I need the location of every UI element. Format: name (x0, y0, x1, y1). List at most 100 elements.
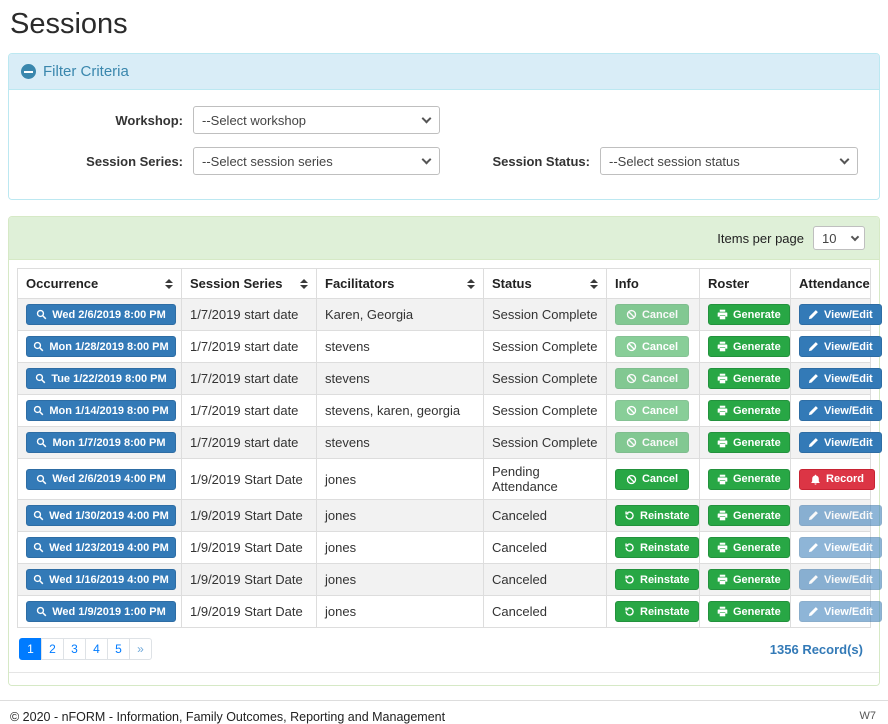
workshop-label: Workshop: (115, 112, 183, 128)
view-edit-button[interactable]: View/Edit (799, 432, 882, 453)
pagination-page-2[interactable]: 2 (41, 638, 64, 660)
search-icon (36, 437, 47, 448)
column-header-session-series[interactable]: Session Series (181, 268, 317, 299)
occurrence-button[interactable]: Wed 1/23/2019 4:00 PM (26, 537, 176, 558)
column-header-occurrence[interactable]: Occurrence (17, 268, 182, 299)
button-label: Cancel (641, 404, 679, 417)
button-label: Generate (733, 404, 781, 417)
facilitators-cell: Karen, Georgia (325, 307, 414, 322)
button-label: Mon 1/28/2019 8:00 PM (49, 340, 169, 353)
undo-icon (624, 542, 635, 553)
cancel-button: Cancel (615, 304, 689, 325)
session-row: Wed 2/6/2019 8:00 PM 1/7/2019 start date K… (17, 298, 882, 331)
view-edit-button[interactable]: View/Edit (799, 368, 882, 389)
pagination-page-1[interactable]: 1 (19, 638, 42, 660)
sort-icon[interactable] (165, 278, 173, 289)
generate-roster-button[interactable]: Generate (708, 569, 790, 590)
session-series-select[interactable]: --Select session series (193, 147, 440, 175)
generate-roster-button[interactable]: Generate (708, 537, 790, 558)
generate-roster-button[interactable]: Generate (708, 505, 790, 526)
pagination-page-4[interactable]: 4 (85, 638, 108, 660)
view-edit-button[interactable]: View/Edit (799, 336, 882, 357)
column-header-attendance: Attendance (790, 268, 871, 299)
printer-icon (717, 309, 728, 320)
pagination-page-3[interactable]: 3 (63, 638, 86, 660)
button-label: Cancel (641, 473, 679, 485)
sort-icon[interactable] (467, 278, 475, 289)
occurrence-button[interactable]: Mon 1/14/2019 8:00 PM (26, 400, 176, 421)
occurrence-button[interactable]: Mon 1/28/2019 8:00 PM (26, 336, 176, 357)
session-series-label: Session Series: (86, 153, 183, 169)
pagination-page-5[interactable]: 5 (107, 638, 130, 660)
button-label: Reinstate (640, 541, 690, 554)
generate-roster-button[interactable]: Generate (708, 468, 790, 490)
printer-icon (717, 437, 728, 448)
button-label: Wed 2/6/2019 4:00 PM (52, 473, 166, 485)
button-label: Generate (733, 372, 781, 385)
filter-criteria-title: Filter Criteria (43, 63, 129, 80)
printer-icon (717, 606, 728, 617)
session-status-select[interactable]: --Select session status (600, 147, 858, 175)
search-icon (33, 341, 44, 352)
ban-icon (626, 437, 637, 448)
status-cell: Pending Attendance (492, 464, 558, 494)
generate-roster-button[interactable]: Generate (708, 304, 790, 325)
undo-icon (624, 606, 635, 617)
workshop-select[interactable]: --Select workshop (193, 106, 440, 134)
ban-icon (626, 341, 637, 352)
generate-roster-button[interactable]: Generate (708, 368, 790, 389)
facilitators-cell: stevens (325, 371, 370, 386)
reinstate-button[interactable]: Reinstate (615, 505, 699, 526)
occurrence-button[interactable]: Wed 2/6/2019 4:00 PM (26, 468, 176, 490)
items-per-page-select[interactable]: 10 (813, 226, 865, 250)
cancel-button[interactable]: Cancel (615, 468, 689, 490)
record-button[interactable]: Record (799, 468, 875, 490)
cancel-button: Cancel (615, 432, 689, 453)
bell-icon (810, 474, 821, 485)
occurrence-button[interactable]: Wed 1/9/2019 1:00 PM (26, 601, 176, 622)
reinstate-button[interactable]: Reinstate (615, 537, 699, 558)
sort-icon[interactable] (300, 278, 308, 289)
generate-roster-button[interactable]: Generate (708, 432, 790, 453)
session-series-cell: 1/7/2019 start date (190, 307, 299, 322)
button-label: View/Edit (824, 573, 873, 586)
pencil-icon (808, 341, 819, 352)
column-header-status[interactable]: Status (483, 268, 607, 299)
occurrence-button[interactable]: Wed 1/16/2019 4:00 PM (26, 569, 176, 590)
search-icon (36, 309, 47, 320)
column-header-label: Session Series (190, 276, 283, 291)
table-header-row: Occurrence Session Series Facilitators Stat… (17, 268, 871, 299)
reinstate-button[interactable]: Reinstate (615, 569, 699, 590)
column-header-label: Attendance (799, 276, 870, 291)
occurrence-button[interactable]: Wed 2/6/2019 8:00 PM (26, 304, 176, 325)
generate-roster-button[interactable]: Generate (708, 400, 790, 421)
filter-criteria-header[interactable]: Filter Criteria (9, 54, 879, 90)
version-label: W7 (859, 710, 877, 722)
occurrence-button[interactable]: Mon 1/7/2019 8:00 PM (26, 432, 176, 453)
ban-icon (626, 474, 637, 485)
button-label: View/Edit (824, 340, 873, 353)
view-edit-button[interactable]: View/Edit (799, 400, 882, 421)
cancel-button: Cancel (615, 400, 689, 421)
facilitators-cell: jones (325, 572, 357, 587)
generate-roster-button[interactable]: Generate (708, 336, 790, 357)
facilitators-cell: stevens (325, 435, 370, 450)
session-series-cell: 1/9/2019 Start Date (190, 540, 303, 555)
view-edit-button[interactable]: View/Edit (799, 304, 882, 325)
page-footer: © 2020 - nFORM - Information, Family Out… (0, 700, 888, 724)
sort-icon[interactable] (590, 278, 598, 289)
occurrence-button[interactable]: Tue 1/22/2019 8:00 PM (26, 368, 176, 389)
reinstate-button[interactable]: Reinstate (615, 601, 699, 622)
pagination: 1 2 3 4 5» (19, 638, 152, 660)
search-icon (36, 606, 47, 617)
button-label: View/Edit (824, 509, 873, 522)
generate-roster-button[interactable]: Generate (708, 601, 790, 622)
column-header-facilitators[interactable]: Facilitators (316, 268, 484, 299)
pagination-next-button[interactable]: » (129, 638, 152, 660)
status-cell: Session Complete (492, 339, 598, 354)
occurrence-button[interactable]: Wed 1/30/2019 4:00 PM (26, 505, 176, 526)
pencil-icon (808, 542, 819, 553)
view-edit-button: View/Edit (799, 601, 882, 622)
button-label: View/Edit (824, 372, 873, 385)
facilitators-cell: jones (325, 540, 357, 555)
